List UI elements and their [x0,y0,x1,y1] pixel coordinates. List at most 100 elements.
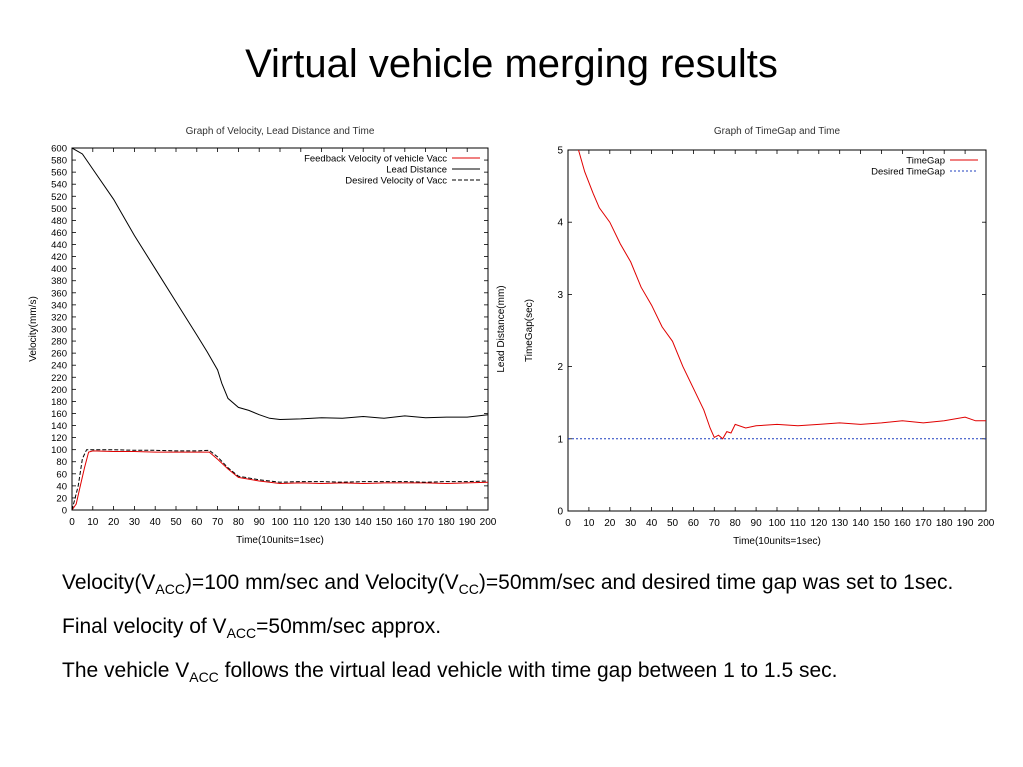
chart2-xlabel: Time(10units=1sec) [733,536,821,547]
chart1-xtick-label: 60 [191,517,203,528]
chart2-xtick-label: 20 [604,518,616,529]
chart1-xtick-label: 170 [417,517,434,528]
subscript-text: CC [458,581,479,597]
chart2-series-1-line [577,150,986,440]
chart1-series-1-line [72,450,488,510]
bullet-item: Velocity(VACC)=100 mm/sec and Velocity(V… [62,568,972,598]
chart2-xtick-label: 100 [769,518,786,529]
chart2-xtick-label: 110 [790,518,806,529]
chart2-ytick-label: 0 [557,507,563,518]
chart1-xtick-label: 100 [272,517,289,528]
chart1-ytick-label: 380 [51,276,67,287]
chart1-xtick-label: 70 [212,517,224,528]
chart1-ylabel-secondary: Lead Distance(mm) [496,285,507,372]
chart2-frame [567,149,987,512]
chart1-ytick-label: 320 [51,312,67,323]
chart1-ytick-label: 200 [51,385,67,396]
chart1-ytick-label: 80 [56,457,67,468]
chart2-xtick-label: 120 [810,518,827,529]
chart2-xtick-label: 0 [565,518,571,529]
chart1-xlabel: Time(10units=1sec) [236,535,324,546]
chart1-xtick-label: 110 [293,517,309,528]
chart1-ytick-label: 460 [51,228,67,239]
chart2-xtick-label: 60 [688,518,700,529]
chart2-xtick-label: 130 [831,518,848,529]
chart1-ytick-label: 520 [51,192,67,203]
chart1-ytick-label: 20 [56,493,67,504]
chart1-ytick-label: 500 [51,204,67,215]
chart1-ytick-label: 260 [51,349,67,360]
chart1-ytick-label: 420 [51,252,67,263]
chart1-ytick-label: 280 [51,337,67,348]
velocity-distance-chart: Graph of Velocity, Lead Distance and Tim… [28,126,507,546]
chart2-xtick-label: 70 [709,518,721,529]
chart1-ytick-label: 240 [51,361,67,372]
chart1-xtick-label: 50 [170,517,182,528]
chart2-xtick-label: 10 [583,518,595,529]
bullet-text: )=50mm/sec and desired time gap was set … [478,571,954,594]
bullet-item: The vehicle VACC follows the virtual lea… [62,656,972,686]
chart2-xtick-label: 200 [978,518,995,529]
chart2-xtick-label: 170 [915,518,932,529]
chart1-xtick-label: 90 [254,517,266,528]
chart2-ytick-label: 4 [557,218,563,229]
chart1-legend-label-2: Lead Distance [386,165,447,176]
chart2-xtick-label: 30 [625,518,637,529]
chart2-xtick-label: 150 [873,518,890,529]
chart2-legend-label-2: Desired TimeGap [871,167,945,178]
chart2-ylabel: TimeGap(sec) [524,299,535,362]
chart1-xtick-label: 10 [87,517,99,528]
chart1-ytick-label: 400 [51,264,67,275]
chart1-frame [71,147,489,511]
chart2-ytick-label: 2 [557,362,563,373]
chart2-ytick-label: 5 [557,146,563,157]
slide-title: Virtual vehicle merging results [245,42,778,86]
chart2-ytick-label: 1 [557,434,563,445]
chart1-xtick-label: 30 [129,517,141,528]
chart1-series-2-line [72,148,488,421]
chart1-ytick-label: 300 [51,325,67,336]
chart1-xtick-label: 40 [150,517,162,528]
chart1-ytick-label: 600 [51,144,67,155]
chart1-xtick-label: 0 [69,517,75,528]
chart1-xtick-label: 190 [459,517,476,528]
chart1-ytick-label: 160 [51,409,67,420]
chart1-xtick-label: 200 [480,517,497,528]
chart2-xtick-label: 140 [852,518,869,529]
chart1-title: Graph of Velocity, Lead Distance and Tim… [186,126,375,137]
chart1-xtick-label: 150 [376,517,393,528]
chart1-series-3-line [72,449,488,510]
chart1-ytick-label: 100 [51,445,67,456]
bullet-text: =50mm/sec approx. [256,615,442,638]
chart1-ytick-label: 180 [51,397,67,408]
chart1-ylabel: Velocity(mm/s) [28,296,39,362]
chart1-ytick-label: 60 [56,469,67,480]
bullet-text: The vehicle V [62,659,190,682]
chart1-xtick-label: 20 [108,517,120,528]
chart1-legend-label-1: Feedback Velocity of vehicle Vacc [304,154,447,165]
chart1-xtick-label: 160 [396,517,413,528]
bullet-item: Final velocity of VACC=50mm/sec approx. [62,612,972,642]
chart1-ytick-label: 480 [51,216,67,227]
chart1-ytick-label: 580 [51,156,67,167]
chart1-ytick-label: 120 [51,433,67,444]
chart1-xtick-label: 130 [334,517,351,528]
chart1-ytick-label: 540 [51,180,67,191]
bullet-text: )=100 mm/sec and Velocity(V [184,571,459,594]
chart1-ytick-label: 220 [51,373,67,384]
chart2-xtick-label: 80 [730,518,742,529]
chart2-legend-label-1: TimeGap [906,156,945,167]
subscript-text: ACC [189,669,219,685]
chart1-ytick-label: 360 [51,288,67,299]
chart2-xtick-label: 180 [936,518,953,529]
bullet-text: follows the virtual lead vehicle with ti… [218,659,838,682]
chart1-ytick-label: 340 [51,300,67,311]
chart1-legend-label-3: Desired Velocity of Vacc [345,176,447,187]
chart2-xtick-label: 90 [751,518,763,529]
chart2-xtick-label: 50 [667,518,679,529]
subscript-text: ACC [155,581,185,597]
chart2-xtick-label: 40 [646,518,658,529]
chart1-ytick-label: 0 [62,506,67,517]
bullet-list: Velocity(VACC)=100 mm/sec and Velocity(V… [62,568,972,700]
